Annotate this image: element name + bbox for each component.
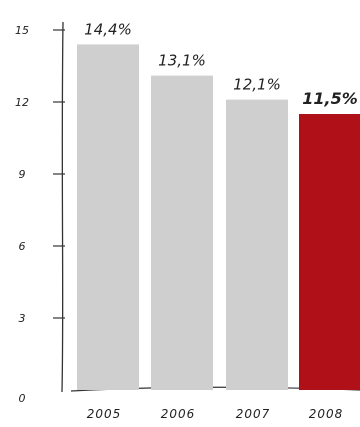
data-label: 13,1%: [158, 52, 206, 70]
labels-layer: 14,4% 2005 13,1% 2006 12,1% 2007 11,5% 2008: [84, 20, 358, 421]
y-tick-label: 12: [15, 96, 29, 109]
y-tick-label: 6: [19, 240, 26, 253]
y-tick-label: 15: [15, 24, 29, 37]
data-label: 14,4%: [84, 20, 132, 38]
data-label: 12,1%: [233, 76, 281, 94]
bar-2008: [299, 114, 360, 390]
x-category-label: 2005: [87, 407, 122, 421]
x-category-label: 2007: [236, 407, 271, 421]
y-tick-label: 0: [19, 392, 26, 405]
data-label: 11,5%: [302, 89, 358, 108]
y-tick-label: 9: [19, 168, 26, 181]
bar-2005: [77, 44, 139, 391]
y-axis-line: [61, 21, 64, 393]
x-category-label: 2008: [309, 407, 344, 421]
bar-2007: [226, 99, 288, 390]
bars-layer: [77, 44, 360, 391]
bar-2006: [151, 75, 213, 390]
x-category-label: 2006: [161, 407, 196, 421]
y-tick-label: 3: [19, 312, 26, 325]
